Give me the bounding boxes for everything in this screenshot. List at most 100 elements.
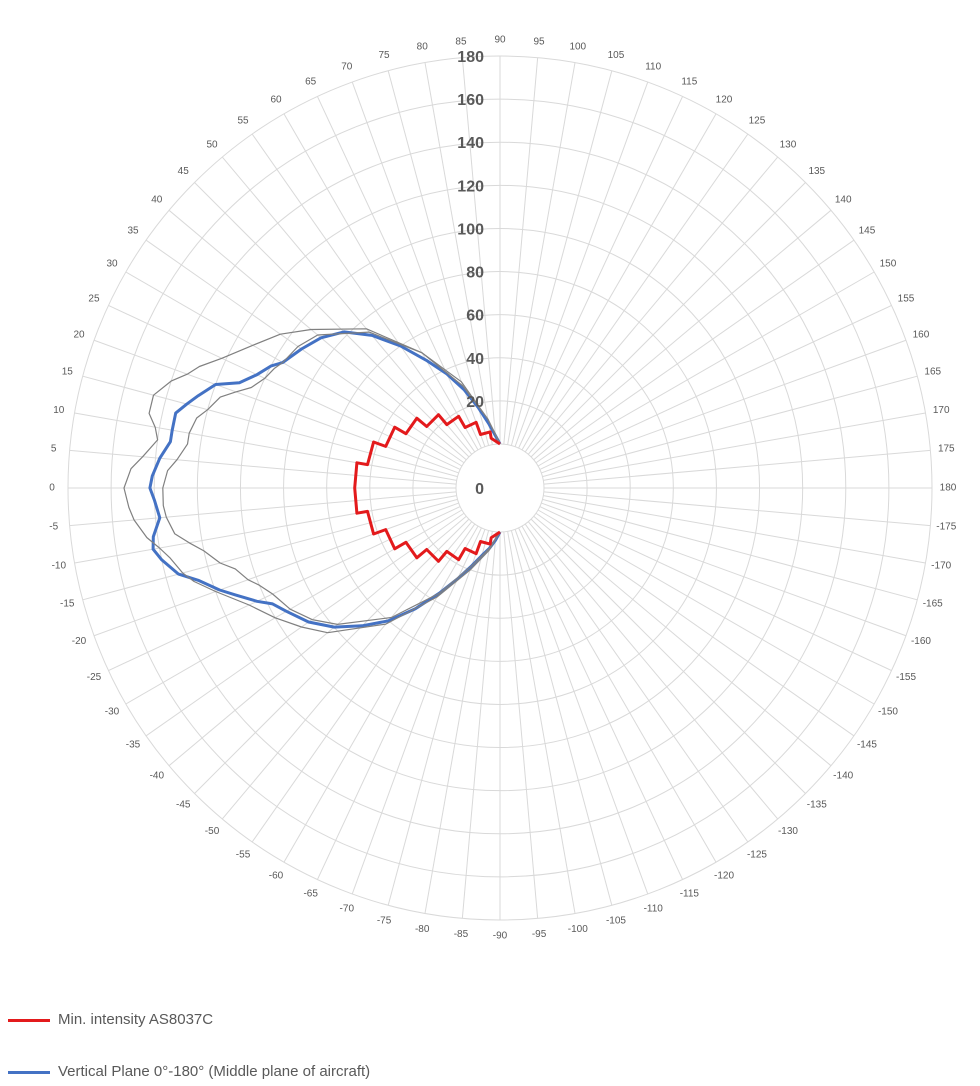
grid-spoke	[518, 527, 684, 880]
angle-tick-label: -125	[747, 850, 767, 861]
polar-grid	[67, 55, 933, 921]
legend-swatch-red	[8, 1019, 50, 1022]
angle-tick-label: 115	[681, 77, 697, 88]
grid-spoke	[524, 523, 749, 843]
grid-spoke	[521, 113, 717, 451]
series-line-3	[162, 331, 501, 626]
grid-spoke	[537, 509, 875, 705]
angle-tick-label: 65	[305, 77, 317, 88]
grid-spoke	[424, 531, 493, 914]
grid-spoke	[507, 531, 576, 914]
grid-spoke	[221, 521, 473, 820]
grid-spoke	[541, 339, 907, 474]
grid-spoke	[145, 239, 465, 464]
grid-spoke	[283, 525, 479, 863]
angle-tick-label: -35	[126, 740, 141, 751]
radial-tick-label: 80	[466, 265, 484, 282]
grid-spoke	[530, 182, 806, 458]
grid-spoke	[507, 62, 576, 445]
angle-tick-label: 145	[859, 226, 876, 237]
angle-tick-label: -160	[911, 636, 931, 647]
angle-tick-label: -80	[415, 924, 430, 935]
angle-tick-label: -85	[454, 929, 469, 940]
grid-spoke	[542, 498, 918, 601]
grid-spoke	[539, 304, 892, 470]
grid-spoke	[533, 515, 832, 767]
grid-spoke	[108, 304, 461, 470]
angle-tick-label: -55	[236, 850, 251, 861]
grid-spoke	[510, 530, 613, 906]
angle-tick-label: 50	[206, 139, 218, 150]
angle-tick-label: -165	[923, 599, 943, 610]
angle-tick-label: 125	[749, 116, 766, 127]
angle-tick-label: 60	[270, 95, 282, 106]
angle-tick-label: 130	[780, 139, 797, 150]
angle-tick-label: 110	[645, 62, 661, 73]
angle-tick-label: -145	[857, 740, 877, 751]
angle-tick-label: 55	[237, 116, 249, 127]
angle-tick-label: -130	[778, 826, 798, 837]
grid-spoke	[194, 182, 470, 458]
grid-spoke	[535, 239, 855, 464]
grid-spoke	[518, 96, 684, 449]
grid-spoke	[543, 495, 926, 564]
angle-tick-label: -25	[87, 672, 102, 683]
grid-spoke	[461, 531, 497, 919]
grid-spoke	[543, 449, 931, 485]
grid-spoke	[387, 70, 490, 446]
grid-spoke	[514, 529, 649, 895]
angle-tick-label: 140	[835, 195, 852, 206]
radial-tick-label: 40	[466, 351, 484, 368]
grid-spoke	[514, 81, 649, 447]
grid-spoke	[283, 113, 479, 451]
angle-tick-label: -60	[269, 871, 284, 882]
grid-spoke	[74, 495, 457, 564]
series-line-1	[148, 330, 502, 629]
angle-tick-label: 35	[127, 226, 139, 237]
grid-spoke	[93, 502, 459, 637]
grid-spoke	[542, 375, 918, 478]
grid-spoke	[251, 133, 476, 453]
polar-chart: -175-170-165-160-155-150-145-140-135-130…	[49, 35, 957, 942]
angle-tick-label: 70	[341, 62, 353, 73]
grid-spoke	[351, 529, 486, 895]
angle-tick-label: 40	[151, 195, 163, 206]
radial-tick-label: 140	[457, 135, 484, 152]
grid-spoke	[316, 96, 482, 449]
angle-tick-label: 10	[53, 405, 65, 416]
legend-entry-min-intensity: Min. intensity AS8037C	[8, 1008, 608, 1032]
grid-spoke	[108, 506, 461, 672]
grid-spoke	[535, 512, 855, 737]
angle-tick-label: -170	[931, 560, 951, 571]
angle-tick-label: -45	[176, 799, 191, 810]
angle-tick-label: 0	[49, 483, 55, 494]
grid-spoke	[194, 518, 470, 794]
angle-tick-label: 75	[378, 50, 390, 61]
angle-tick-label: -110	[644, 904, 664, 915]
grid-spoke	[74, 412, 457, 481]
angle-tick-label: -20	[72, 636, 87, 647]
radial-tick-label: 100	[457, 221, 484, 238]
angle-tick-label: -100	[568, 924, 588, 935]
grid-spoke	[530, 518, 806, 794]
angle-tick-label: -70	[340, 904, 355, 915]
grid-spoke	[145, 512, 465, 737]
grid-spoke	[251, 523, 476, 843]
legend-label-vertical-plane: Vertical Plane 0°-180° (Middle plane of …	[58, 1063, 371, 1080]
radial-tick-label: 160	[457, 92, 484, 109]
radial-tick-label: 20	[466, 394, 484, 411]
grid-spoke	[461, 57, 497, 445]
angle-tick-label: 170	[933, 405, 950, 416]
radial-tick-label: 180	[457, 49, 484, 66]
legend-swatch-blue	[8, 1071, 50, 1074]
grid-spoke	[527, 156, 779, 455]
angle-tick-label: -175	[936, 522, 956, 533]
grid-spoke	[82, 375, 458, 478]
grid-spoke	[537, 271, 875, 467]
angle-tick-label: -40	[150, 771, 165, 782]
angle-tick-label: -10	[52, 560, 67, 571]
series-layer	[123, 328, 502, 634]
angle-tick-label: -50	[205, 826, 220, 837]
grid-spoke	[521, 525, 717, 863]
angle-tick-label: -140	[833, 771, 853, 782]
